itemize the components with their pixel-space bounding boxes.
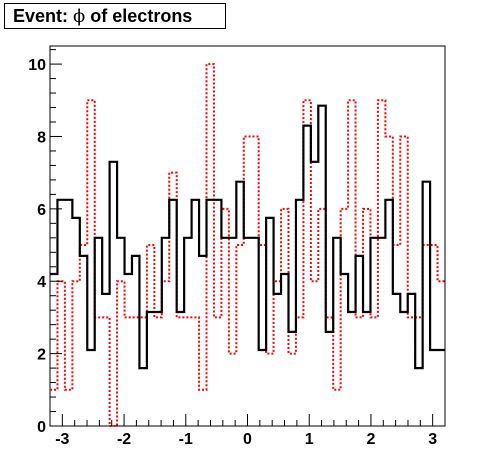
x-tick-label: 3: [428, 431, 437, 448]
series-layer: [50, 63, 445, 427]
chart-title: Event: ϕ of electrons: [4, 3, 226, 29]
x-tick-label: 0: [243, 431, 252, 448]
chart-title-symbol: ϕ: [73, 6, 86, 27]
x-tick-label: -3: [55, 431, 69, 448]
x-tick-label: -2: [117, 431, 131, 448]
chart-title-prefix: Event:: [13, 6, 74, 26]
y-tick-label: 6: [37, 202, 46, 219]
histogram-series-1-solid: [50, 104, 445, 370]
axes-layer: -3 -2 -1 0 1 2 3 0 2 4 6 8 10: [28, 49, 446, 448]
chart-title-suffix: of electrons: [85, 6, 193, 26]
y-tick-label: 2: [37, 347, 46, 364]
x-tick-label: 2: [366, 431, 375, 448]
y-tick-label: 8: [37, 129, 46, 146]
y-tick-label: 10: [28, 57, 46, 74]
x-tick-label: 1: [305, 431, 314, 448]
y-tick-label: 0: [37, 419, 46, 436]
y-tick-label: 4: [37, 274, 46, 291]
x-tick-label: -1: [179, 431, 193, 448]
